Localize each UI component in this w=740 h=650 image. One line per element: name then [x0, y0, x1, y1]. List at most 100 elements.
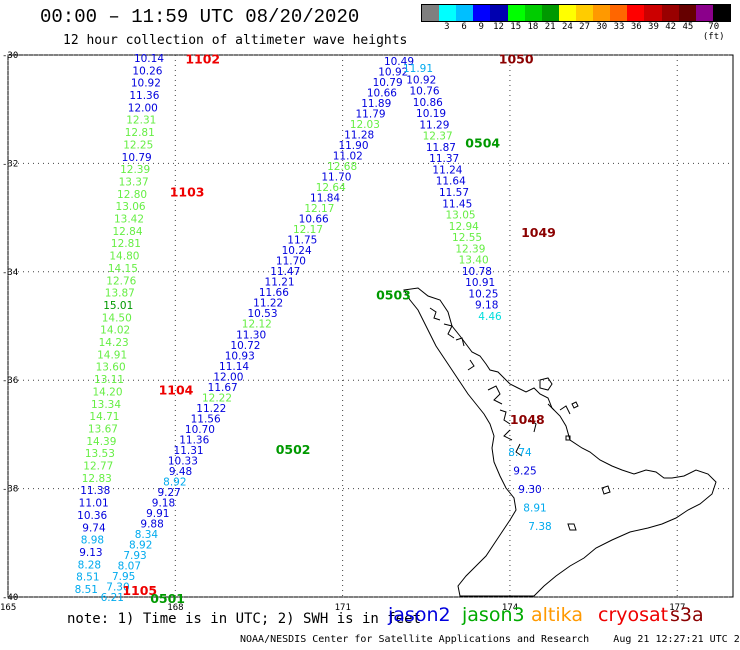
swh-value: 9.27 [157, 487, 180, 499]
swh-value: 11.28 [344, 130, 374, 142]
swh-value: 10.49 [384, 56, 414, 68]
swh-value: 9.48 [169, 466, 192, 478]
legend-label: 24 [561, 22, 573, 32]
swh-value: 14.91 [97, 349, 127, 361]
swh-value: 8.91 [523, 503, 546, 515]
swh-value: 12.64 [316, 182, 346, 194]
swh-value: 14.15 [108, 263, 138, 275]
swh-value: 14.71 [89, 411, 119, 423]
legend-swatch [490, 5, 508, 21]
swh-value: 11.79 [356, 109, 386, 121]
swh-value: 10.24 [282, 245, 312, 257]
legend-label: 30 [596, 22, 608, 32]
swh-value: 11.70 [276, 256, 306, 268]
swh-value: 11.47 [270, 266, 300, 278]
swh-value: 7.93 [123, 550, 146, 562]
swh-value: 12.77 [83, 461, 113, 473]
swh-value: 11.89 [361, 98, 391, 110]
swh-value: 9.18 [475, 300, 498, 312]
swh-value: 11.56 [191, 413, 221, 425]
swh-value: 10.92 [406, 74, 436, 86]
swh-value: 8.07 [118, 560, 141, 572]
legend-swatch [575, 5, 594, 21]
legend-label: 3 [444, 22, 450, 32]
swh-value: 10.92 [378, 67, 408, 79]
swh-value: 12.31 [126, 115, 156, 127]
legend-label: 36 [630, 22, 642, 32]
swh-value: 11.57 [439, 187, 469, 199]
swh-value: 10.70 [185, 424, 215, 436]
legend-label: 9 [478, 22, 484, 32]
map-title: 00:00 – 11:59 UTC 08/20/2020 [40, 6, 360, 28]
swh-value: 10.66 [299, 214, 329, 226]
swh-value: 13.42 [114, 214, 144, 226]
track-label: 1050 [499, 52, 534, 67]
swh-value: 6.21 [101, 592, 124, 604]
track-label: 1102 [185, 52, 220, 67]
swh-value: 11.24 [432, 164, 462, 176]
satellite-altika: altika [531, 604, 583, 626]
swh-value: 11.22 [196, 403, 226, 415]
lat-tick-label: -36 [2, 376, 18, 386]
swh-value: 11.87 [426, 142, 456, 154]
swh-value: 10.91 [465, 277, 495, 289]
satellite-s3a: s3a [670, 604, 704, 626]
swh-value: 11.38 [80, 485, 110, 497]
swh-value: 8.92 [163, 476, 186, 488]
swh-value: 10.19 [416, 108, 446, 120]
swh-value: 11.75 [287, 235, 317, 247]
swh-value: 13.34 [91, 399, 121, 411]
swh-value: 10.72 [230, 340, 260, 352]
legend-swatch [627, 5, 645, 21]
track-label: 1049 [521, 225, 556, 240]
lat-tick-label: -38 [2, 485, 18, 495]
legend-swatch [439, 5, 457, 21]
swh-value: 10.66 [367, 88, 397, 100]
legend-swatch [473, 5, 491, 21]
swh-value: 14.20 [92, 386, 122, 398]
swh-value: 11.36 [179, 434, 209, 446]
swh-value: 12.12 [242, 319, 272, 331]
legend-swatch [541, 5, 559, 21]
swh-value: 12.83 [82, 473, 112, 485]
swh-value: 13.60 [96, 362, 126, 374]
swh-value: 7.30 [106, 581, 129, 593]
swh-value: 8.51 [75, 584, 98, 596]
swh-value: 11.31 [174, 445, 204, 457]
swh-value: 11.30 [236, 329, 266, 341]
legend-label: 12 [493, 22, 504, 32]
track-label: 0501 [150, 591, 185, 606]
coast-detail [429, 307, 571, 457]
swh-value: 8.92 [129, 539, 152, 551]
swh-value: 12.03 [350, 119, 380, 131]
legend-swatch [456, 5, 474, 21]
swh-value: 12.22 [202, 392, 232, 404]
swh-value: 12.39 [120, 164, 150, 176]
swh-value: 12.25 [123, 139, 153, 151]
legend-label: 33 [613, 22, 625, 32]
satellite-jason3: jason3 [462, 604, 525, 626]
lat-tick-label: -30 [2, 51, 18, 61]
swh-value: 12.17 [293, 224, 323, 236]
legend-label: 18 [527, 22, 539, 32]
swh-value: 10.33 [168, 455, 198, 467]
swh-value: 10.76 [410, 86, 440, 98]
legend-swatch [524, 5, 542, 21]
swh-value: 10.25 [468, 288, 498, 300]
swh-value: 13.11 [94, 374, 124, 386]
swh-value: 13.87 [105, 288, 135, 300]
swh-value: 11.67 [208, 382, 238, 394]
great-barrier-island [539, 377, 553, 391]
swh-value: 10.92 [131, 78, 161, 90]
swh-value: 12.00 [213, 371, 243, 383]
swh-value: 12.00 [128, 102, 158, 114]
swh-value: 8.28 [78, 559, 101, 571]
swh-value: 15.01 [103, 300, 133, 312]
swh-value: 11.02 [333, 151, 363, 163]
swh-value: 14.23 [99, 337, 129, 349]
swh-value: 12.55 [452, 232, 482, 244]
swh-value: 13.53 [85, 448, 115, 460]
swh-value: 13.06 [116, 201, 146, 213]
